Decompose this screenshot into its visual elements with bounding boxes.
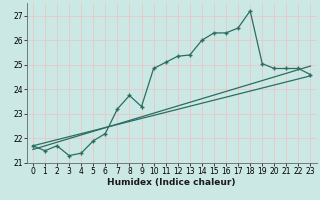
X-axis label: Humidex (Indice chaleur): Humidex (Indice chaleur)	[108, 178, 236, 187]
